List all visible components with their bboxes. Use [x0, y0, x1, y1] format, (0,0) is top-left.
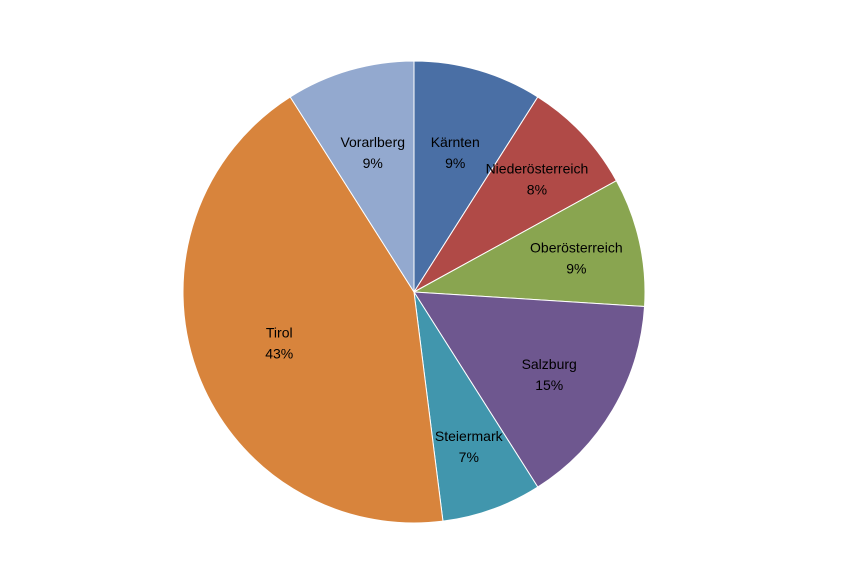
slice-label-name: Tirol: [266, 325, 293, 341]
pie-slice-salzburg: [413, 291, 646, 488]
pie-slice-niederösterreich: [413, 96, 618, 293]
pie-slice-oberösterreich: [412, 180, 646, 308]
slice-label-percent: 9%: [445, 155, 465, 171]
pie-slice-steiermark: [413, 291, 539, 522]
slice-label-name: Vorarlberg: [340, 134, 405, 150]
pie-slices: [182, 60, 646, 524]
slice-label-percent: 7%: [459, 449, 479, 465]
pie-slice-kärnten: [413, 60, 539, 294]
slice-label-percent: 15%: [535, 377, 563, 393]
slice-label-percent: 9%: [566, 261, 586, 277]
slice-label-name: Kärnten: [431, 134, 480, 150]
slice-label-percent: 8%: [527, 182, 547, 198]
pie-labels: Kärnten 9% Niederösterreich 8% Oberösterreic…: [265, 134, 622, 465]
slice-label-name: Steiermark: [435, 428, 504, 444]
pie-slice-vorarlberg: [289, 60, 415, 294]
slice-label-percent: 9%: [363, 155, 383, 171]
pie-slice-tirol: [182, 96, 444, 524]
slice-label-percent: 43%: [265, 346, 293, 362]
slice-label-name: Salzburg: [522, 356, 577, 372]
slice-label-name: Niederösterreich: [486, 161, 589, 177]
slice-label-name: Oberösterreich: [530, 240, 623, 256]
